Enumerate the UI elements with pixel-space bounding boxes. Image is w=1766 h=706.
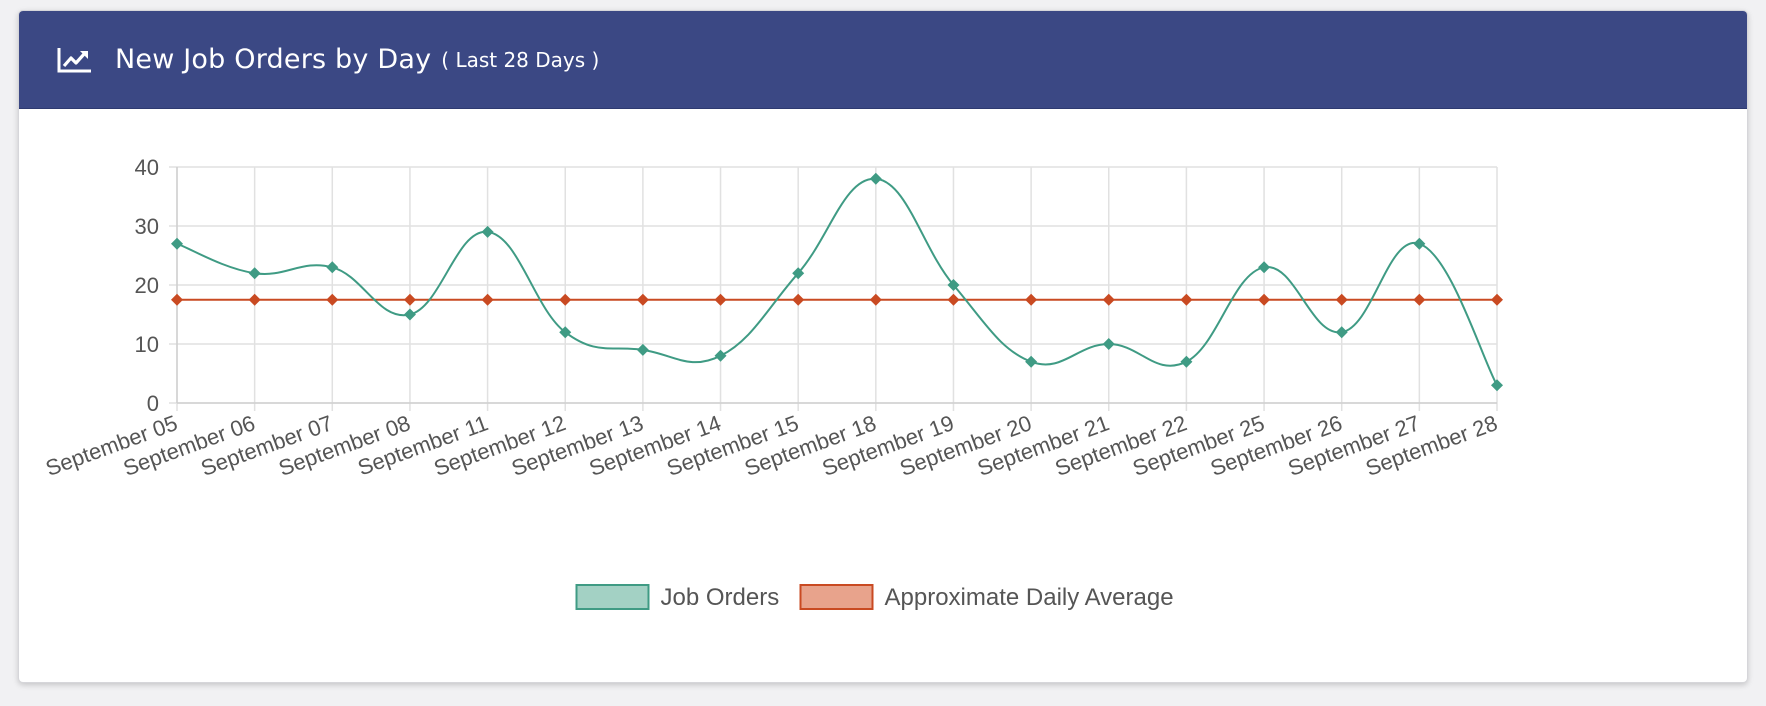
- card-header: New Job Orders by Day ( Last 28 Days ): [19, 11, 1747, 109]
- job-orders-point[interactable]: [1491, 379, 1503, 392]
- approximate-daily-average-point[interactable]: [947, 293, 960, 306]
- approximate-daily-average-point[interactable]: [1491, 293, 1503, 306]
- approximate-daily-average-point[interactable]: [171, 293, 183, 306]
- chart-card: New Job Orders by Day ( Last 28 Days ) 0…: [18, 10, 1748, 683]
- job-orders-point[interactable]: [947, 279, 960, 291]
- approximate-daily-average-point[interactable]: [481, 293, 494, 306]
- approximate-daily-average-point[interactable]: [714, 293, 727, 306]
- y-tick-label: 20: [135, 273, 159, 298]
- job-orders-point[interactable]: [714, 349, 727, 362]
- approximate-daily-average-point[interactable]: [636, 293, 649, 306]
- y-tick-label: 0: [147, 391, 159, 416]
- y-tick-label: 40: [135, 155, 159, 180]
- job-orders-point[interactable]: [559, 326, 572, 339]
- job-orders-point[interactable]: [1180, 355, 1193, 368]
- job-orders-point[interactable]: [1102, 338, 1115, 350]
- approximate-daily-average-point[interactable]: [1413, 293, 1426, 306]
- job-orders-point[interactable]: [792, 267, 805, 280]
- approximate-daily-average-point[interactable]: [1025, 293, 1038, 306]
- card-title: New Job Orders by Day: [115, 44, 432, 75]
- approximate-daily-average-point[interactable]: [559, 293, 572, 306]
- job-orders-point[interactable]: [403, 308, 416, 321]
- y-tick-label: 30: [135, 214, 159, 239]
- job-orders-point[interactable]: [869, 172, 882, 185]
- job-orders-point[interactable]: [636, 343, 649, 356]
- job-orders-point[interactable]: [481, 225, 494, 238]
- line-chart-icon: [57, 46, 93, 74]
- approximate-daily-average-point[interactable]: [1102, 293, 1115, 306]
- approximate-daily-average-point[interactable]: [792, 293, 805, 306]
- approximate-daily-average-point[interactable]: [869, 293, 882, 306]
- legend-swatch: [575, 584, 650, 610]
- job-orders-point[interactable]: [1413, 237, 1426, 250]
- y-tick-label: 10: [135, 332, 159, 357]
- job-orders-point[interactable]: [248, 267, 261, 280]
- job-orders-point[interactable]: [1025, 355, 1038, 368]
- job-orders-line: [176, 177, 1498, 386]
- approximate-daily-average-point[interactable]: [1335, 293, 1348, 306]
- card-subtitle: ( Last 28 Days ): [441, 47, 600, 72]
- legend-label: Job Orders: [661, 584, 780, 611]
- legend-swatch: [799, 584, 874, 610]
- approximate-daily-average-point[interactable]: [1258, 293, 1271, 306]
- approximate-daily-average-point[interactable]: [1180, 293, 1193, 306]
- approximate-daily-average-point[interactable]: [248, 293, 261, 306]
- approximate-daily-average-point[interactable]: [403, 293, 416, 306]
- job-orders-point[interactable]: [171, 237, 183, 250]
- legend-label: Approximate Daily Average: [885, 584, 1174, 611]
- job-orders-point[interactable]: [1335, 326, 1348, 339]
- job-orders-point[interactable]: [326, 261, 339, 274]
- job-orders-point[interactable]: [1258, 261, 1271, 274]
- approximate-daily-average-point[interactable]: [326, 293, 339, 306]
